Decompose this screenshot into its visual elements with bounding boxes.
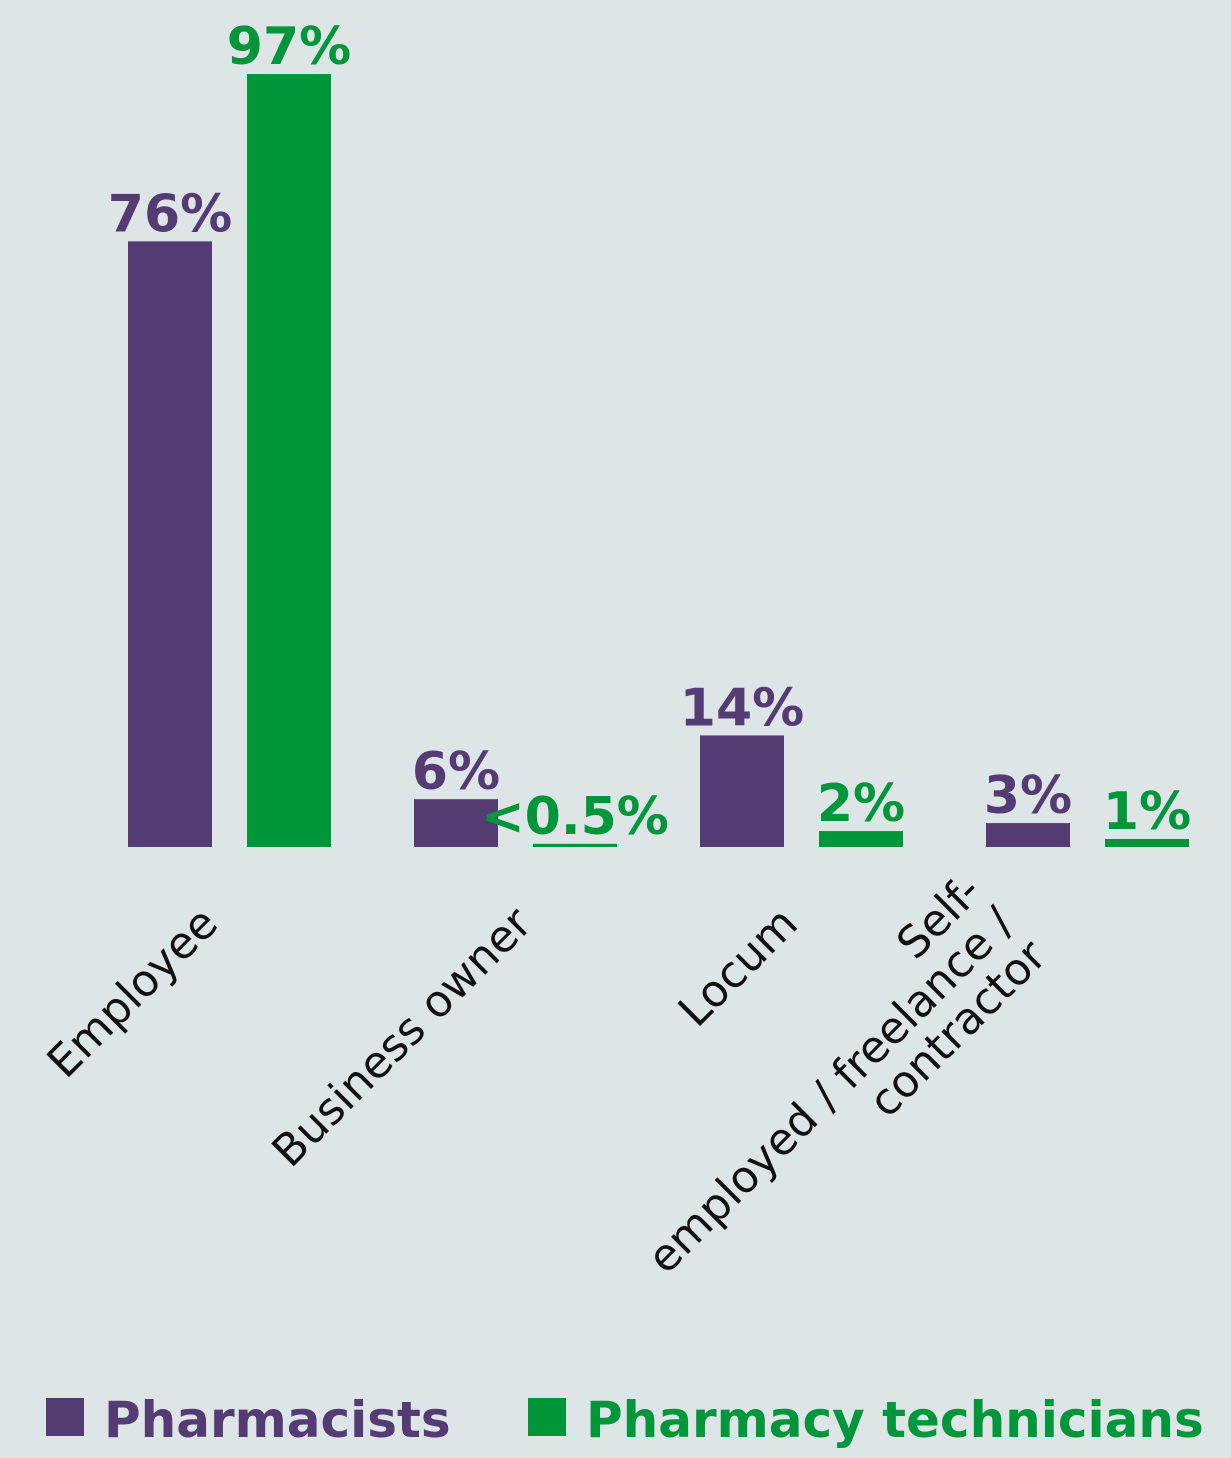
value-label-pharmacy-technicians-0: 97% <box>227 17 351 77</box>
bars-layer <box>128 74 1189 847</box>
bar-pharmacy-technicians-1 <box>533 843 617 847</box>
category-label-0: Employee <box>38 898 228 1088</box>
legend-label-pharmacists: Pharmacists <box>104 1391 451 1449</box>
bar-pharmacy-technicians-2 <box>819 831 903 847</box>
bar-pharmacy-technicians-3 <box>1105 839 1189 847</box>
value-label-pharmacy-technicians-1: <0.5% <box>481 787 669 847</box>
bar-pharmacists-0 <box>128 241 212 847</box>
value-label-pharmacists-2: 14% <box>680 678 804 738</box>
bar-pharmacists-1 <box>414 799 498 847</box>
category-labels-layer: Employee Business owner Locum Self-employed… <box>38 865 1057 1317</box>
category-label-line: Locum <box>669 898 808 1037</box>
value-label-pharmacy-technicians-2: 2% <box>817 774 905 834</box>
category-label-line: employed / freelance / <box>638 898 1024 1284</box>
value-label-pharmacists-0: 76% <box>108 184 232 244</box>
value-label-pharmacists-3: 3% <box>984 766 1072 826</box>
category-label-line: Business owner <box>262 897 542 1177</box>
category-label-2: Locum <box>669 898 808 1037</box>
value-label-pharmacists-1: 6% <box>412 742 500 802</box>
bar-pharmacy-technicians-0 <box>247 74 331 847</box>
bar-pharmacists-2 <box>700 735 784 847</box>
category-label-1: Business owner <box>262 897 542 1177</box>
bar-pharmacists-3 <box>986 823 1070 847</box>
value-labels-layer: 76% 6% 14% 3% 97% <0.5% 2% 1% <box>108 17 1191 847</box>
category-label-3: Self-employed / freelance /contractor <box>605 865 1057 1317</box>
category-label-line: Employee <box>38 898 228 1088</box>
value-label-pharmacy-technicians-3: 1% <box>1103 782 1191 842</box>
legend-swatch-pharmacists <box>46 1398 84 1436</box>
legend-swatch-pharmacy-technicians <box>528 1398 566 1436</box>
legend: Pharmacists Pharmacy technicians <box>46 1391 1204 1449</box>
legend-label-pharmacy-technicians: Pharmacy technicians <box>586 1391 1204 1449</box>
